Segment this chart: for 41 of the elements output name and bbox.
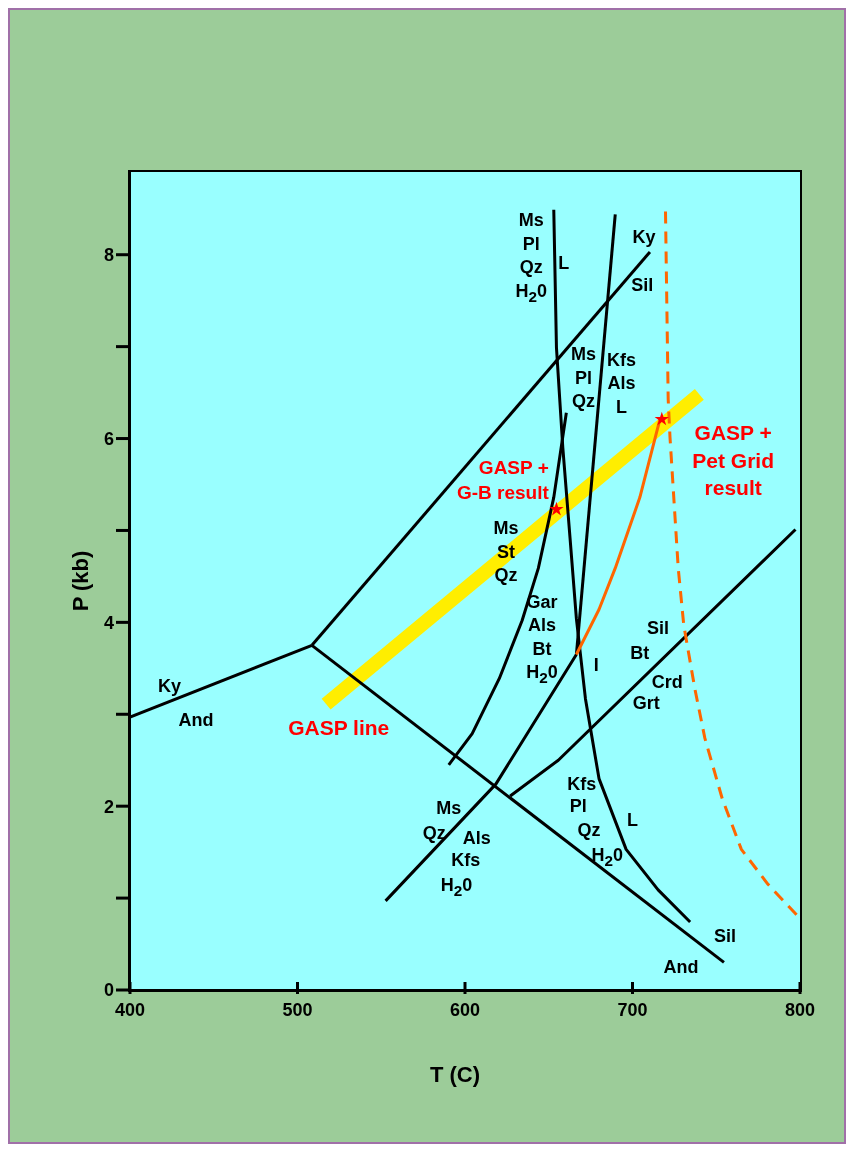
y-tick-label: 0 xyxy=(103,980,114,1001)
annotation: Ky xyxy=(632,227,656,248)
x-axis-title: T (C) xyxy=(429,1062,481,1087)
annotation: Sil xyxy=(631,274,654,295)
annotation: H$_{2}$0 xyxy=(440,875,473,899)
y-tick-label: 4 xyxy=(103,612,114,633)
annotation: GASP + Pet Grid result xyxy=(692,421,775,499)
annotation: L xyxy=(558,252,570,273)
annotation: Ms xyxy=(436,797,462,818)
annotation: H$_{2}$0 xyxy=(591,844,623,869)
y-tick-label: 8 xyxy=(103,245,114,266)
annotation: Kfs xyxy=(567,774,597,795)
annotation: Qz xyxy=(577,820,601,840)
annotation: Ms Pl Qz H$_{2}$0 xyxy=(515,210,547,305)
y-tick-label: 2 xyxy=(103,796,114,817)
y-tick-label: 6 xyxy=(103,428,114,449)
x-tick-label: 400 xyxy=(114,1000,146,1020)
annotation: Sil xyxy=(647,617,670,638)
x-tick-label: 700 xyxy=(617,1000,648,1020)
annotation: Kfs xyxy=(451,850,481,871)
annotation: Ms St Qz xyxy=(493,518,519,585)
annotation: And xyxy=(663,956,699,977)
annotation: Kfs Als L xyxy=(607,349,637,417)
annotation: Sil xyxy=(713,925,736,946)
annotation: L xyxy=(627,809,638,830)
annotation: Ky xyxy=(158,675,182,696)
x-tick-label: 600 xyxy=(449,1000,481,1020)
annotation: Ms Pl Qz xyxy=(571,344,597,412)
annotation: GASP + G-B result xyxy=(456,456,550,503)
annotation: GASP line xyxy=(288,716,390,740)
x-tick-label: 800 xyxy=(784,1000,816,1020)
x-tick-label: 500 xyxy=(282,1000,313,1020)
annotation: I xyxy=(593,654,599,675)
annotation: Grt xyxy=(632,693,660,714)
annotation: Bt xyxy=(630,642,650,663)
annotation: Pl xyxy=(569,796,587,817)
annotation: Als xyxy=(462,828,491,849)
annotation: Crd xyxy=(651,672,683,693)
annotation: Qz xyxy=(422,822,446,843)
annotation: And xyxy=(178,709,214,730)
y-axis-title: P (kb) xyxy=(68,550,93,612)
